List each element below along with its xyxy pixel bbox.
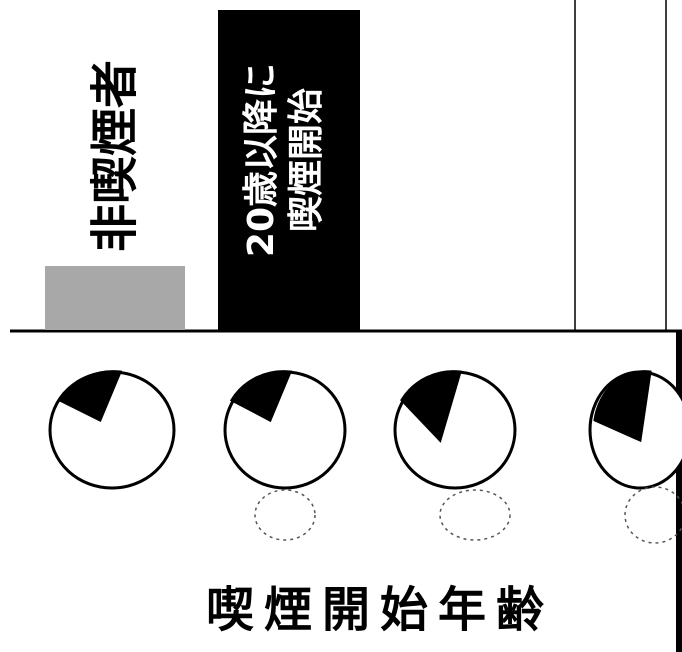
smoke-puff <box>624 486 682 544</box>
x-axis-label: 喫煙開始年齢 <box>205 582 554 638</box>
smoke-puff <box>439 489 511 541</box>
hair <box>593 370 652 443</box>
right-border <box>676 331 682 652</box>
hair <box>57 370 123 423</box>
category-label: 20歳以降に 喫煙開始 <box>241 62 327 258</box>
hair <box>400 370 462 443</box>
category-label: 非喫煙者 <box>87 60 143 253</box>
hair <box>229 370 293 423</box>
bar <box>218 10 360 330</box>
smoke <box>254 486 682 544</box>
faces <box>48 370 682 490</box>
bar <box>45 266 185 330</box>
smoke-puff <box>254 489 316 541</box>
